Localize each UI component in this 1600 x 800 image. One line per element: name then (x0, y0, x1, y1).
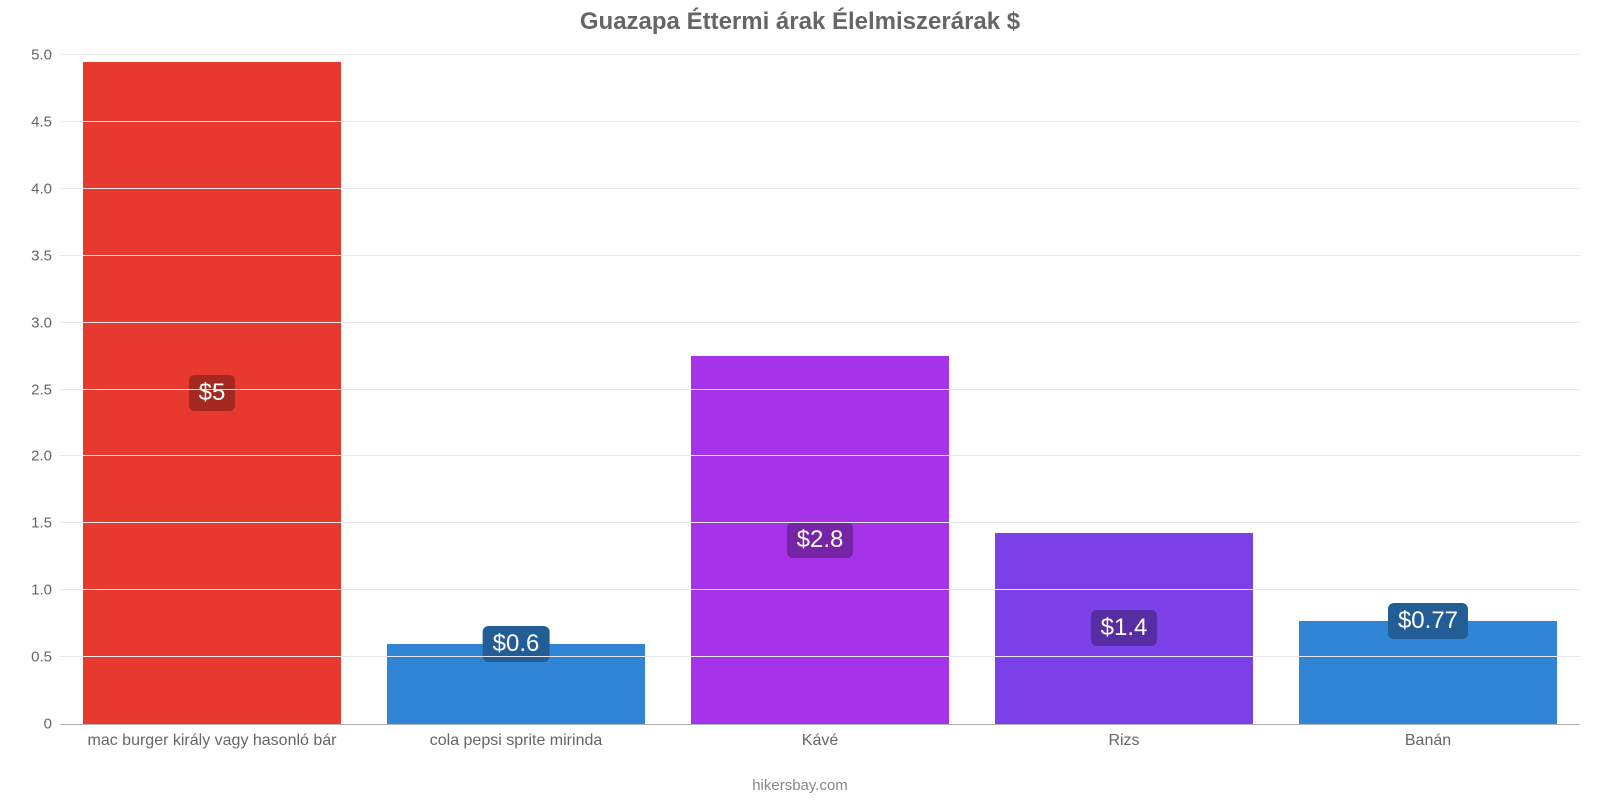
chart-title: Guazapa Éttermi árak Élelmiszerárak $ (0, 8, 1600, 36)
bars-row: $5mac burger király vagy hasonló bár$0.6… (60, 55, 1580, 724)
bar: $2.8 (691, 356, 949, 724)
gridline (60, 455, 1580, 456)
x-axis-label: mac burger király vagy hasonló bár (87, 732, 336, 750)
gridline (60, 589, 1580, 590)
gridline (60, 54, 1580, 55)
x-axis-label: Kávé (802, 732, 838, 750)
bar-slot: $0.6cola pepsi sprite mirinda (364, 55, 668, 724)
gridline (60, 522, 1580, 523)
bar: $0.77 (1299, 621, 1557, 724)
chart-footer: hikersbay.com (0, 777, 1600, 794)
x-axis-label: Banán (1405, 732, 1451, 750)
chart-container: Guazapa Éttermi árak Élelmiszerárak $ $5… (0, 0, 1600, 800)
x-axis-label: cola pepsi sprite mirinda (430, 732, 603, 750)
y-axis-label: 2.5 (31, 381, 52, 398)
gridline (60, 188, 1580, 189)
bar-slot: $5mac burger király vagy hasonló bár (60, 55, 364, 724)
gridline (60, 322, 1580, 323)
plot-area: $5mac burger király vagy hasonló bár$0.6… (60, 55, 1580, 725)
bar-slot: $2.8Kávé (668, 55, 972, 724)
y-axis-label: 5.0 (31, 47, 52, 64)
y-axis-label: 0.5 (31, 649, 52, 666)
gridline (60, 255, 1580, 256)
bar-value-label: $1.4 (1091, 610, 1158, 646)
bar: $5 (83, 62, 341, 724)
y-axis-label: 3.5 (31, 247, 52, 264)
y-axis-label: 3.0 (31, 314, 52, 331)
gridline (60, 656, 1580, 657)
y-axis-label: 1.0 (31, 582, 52, 599)
bar-value-label: $2.8 (787, 522, 854, 558)
bar-slot: $0.77Banán (1276, 55, 1580, 724)
x-axis-label: Rizs (1108, 732, 1139, 750)
y-axis-label: 4.5 (31, 113, 52, 130)
y-axis-label: 2.0 (31, 448, 52, 465)
bar-slot: $1.4Rizs (972, 55, 1276, 724)
bar-value-label: $0.77 (1388, 603, 1468, 639)
gridline (60, 121, 1580, 122)
y-axis-label: 0 (44, 716, 52, 733)
bar-value-label: $5 (189, 375, 236, 411)
gridline (60, 389, 1580, 390)
y-axis-label: 4.0 (31, 180, 52, 197)
bar: $1.4 (995, 533, 1253, 724)
y-axis-label: 1.5 (31, 515, 52, 532)
